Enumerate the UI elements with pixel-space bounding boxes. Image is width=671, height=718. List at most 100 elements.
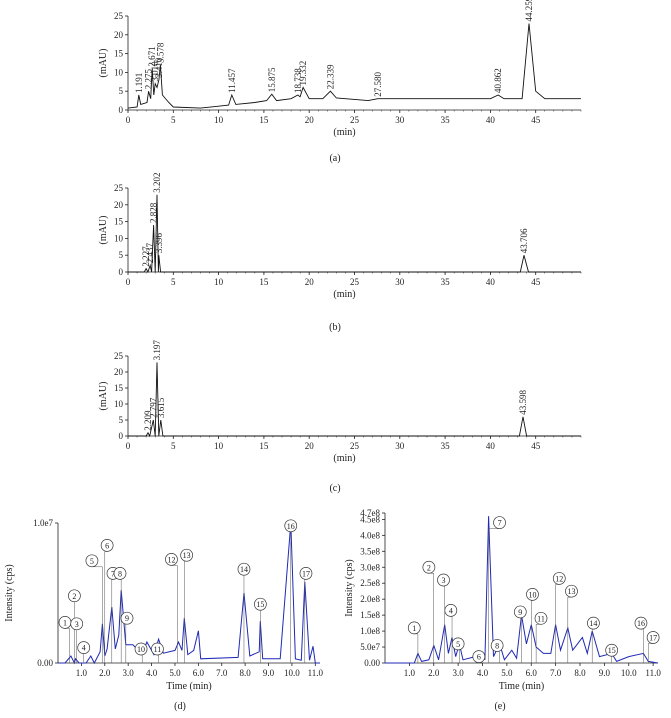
y-tick-label: 20 [114,200,124,210]
callout-circle [444,603,458,617]
x-tick-label: 11.0 [645,668,661,678]
x-tick-label: 10.0 [284,668,300,678]
y-tick-label: 25 [114,183,124,193]
callout-label: 2 [72,592,76,601]
panel-b: 0 5 10 15 20 25 30 35 40 45 0 5 10 15 20 25 (min) (mAU) 2.… [0,172,671,342]
callout-circle [151,642,164,656]
x-tick-label: 10.0 [621,668,637,678]
x-tick-label: 6.0 [526,668,538,678]
callout-label: 7 [111,569,115,578]
x-tick-label: 2.0 [428,668,440,678]
y-tick-label: 4.0e8 [360,530,380,540]
x-tick-label: 20 [305,277,315,287]
callout-leader [640,628,644,663]
callout-leader [443,585,445,663]
x-tick-label: 15 [259,115,269,125]
callout-circle [68,589,81,603]
callout-circle [299,567,313,580]
peak-label: 2.671 [147,46,157,66]
callout-circle [120,611,134,625]
y-tick-label: 0 [119,267,124,277]
x-tick-label: 20 [305,441,315,451]
x-axis-label: (min) [333,127,355,138]
callout-label: 17 [649,633,657,642]
y-tick-label: 0 [119,105,124,115]
x-tick-label: 45 [531,441,541,451]
callout-label: 9 [125,614,129,623]
x-tick-label: 0 [126,115,131,125]
x-tick-label: 30 [395,115,405,125]
y-tick-label: 2.0e8 [360,594,380,604]
x-tick-label: 15 [259,277,269,287]
callout-circle [490,639,504,652]
callout-circle [113,567,127,580]
x-tick-label: 9.0 [599,668,611,678]
callout-leader [157,654,159,663]
callout-leader [171,565,178,663]
x-tick-label: 45 [531,277,541,287]
x-tick-label: 0 [126,441,131,451]
x-tick-label: 0 [126,277,131,287]
callout-circle [587,616,600,630]
x-tick-label: 40 [486,277,496,287]
peak-label: 2.828 [149,202,159,223]
callout-label: 9 [518,608,522,617]
x-tick-label: 8.0 [240,668,252,678]
callout-leader [91,566,103,663]
panel-d: 1.0 2.0 3.0 4.0 5.0 6.0 7.0 8.0 9.0 10.0 11.0 0.00 1… [0,98,340,718]
peak-label: 3.578 [155,42,165,63]
callout-circle [646,631,660,644]
callout-label: 16 [287,522,295,531]
callout-circle [634,616,648,630]
callout-circle [513,605,527,619]
peak-label: 3.396 [154,232,164,253]
x-tick-label: 35 [441,277,451,287]
y-tick-label: 5.0e7 [360,642,380,652]
chart-d: 1.0 2.0 3.0 4.0 5.0 6.0 7.0 8.0 9.0 10.0 11.0 0.00 1… [4,98,324,692]
x-tick-label: 35 [441,441,451,451]
callout-circle [237,562,251,576]
y-tick-label: 1.0e8 [360,626,380,636]
x-axis-label: Time (min) [499,681,544,692]
callout-label: 14 [240,565,248,574]
x-tick-label: 3.0 [123,668,135,678]
callout-label: 2 [427,563,431,572]
y-tick-label: 5 [119,86,124,96]
callout-leader [125,623,128,663]
callout-circle [180,548,194,562]
y-tick-label: 4.5e8 [360,514,380,524]
peak-label: 1.191 [134,73,144,93]
y-tick-label: 20 [114,367,124,377]
x-tick-label: 25 [350,277,360,287]
x-tick-label: 1.0 [404,668,416,678]
peak-label: 15.875 [267,67,277,92]
x-tick-label: 10 [214,115,224,125]
x-axis-label: (min) [333,453,355,464]
peak-label: 11.457 [227,68,237,93]
callout-label: 7 [498,519,502,528]
callout-circle [85,554,99,568]
panel-c: 0 5 10 15 20 25 30 35 40 45 0 5 10 15 20 25 (min) (mAU) 2.… [0,340,671,500]
callout-circle [253,597,267,611]
callout-label: 10 [137,645,145,654]
callout-circle [100,539,114,552]
peak-label: 3.615 [156,397,166,418]
caption-d: (d) [174,701,186,712]
peak-label: 27.580 [373,71,383,96]
y-tick-label: 3.5e8 [360,546,380,556]
x-tick-label: 10 [214,441,224,451]
chart-e: 1.0 2.0 3.0 4.0 5.0 6.0 7.0 8.0 9.0 10.0 11.0 0.00 5… [344,508,661,692]
callout-leader [104,551,108,663]
callout-label: 16 [637,619,645,628]
peak-label: 3.010 [150,61,160,82]
callout-label: 15 [608,646,616,655]
y-tick-label: 10 [114,67,124,77]
y-axis-label: (mAU) [98,216,109,245]
callout-circle [526,588,539,601]
callout-label: 6 [105,541,109,550]
callout-circle [472,650,486,663]
peak-label: 2.437 [145,243,155,264]
callout-leader [488,528,500,663]
callout-label: 8 [495,641,499,650]
y-tick-label: 10 [114,233,124,243]
